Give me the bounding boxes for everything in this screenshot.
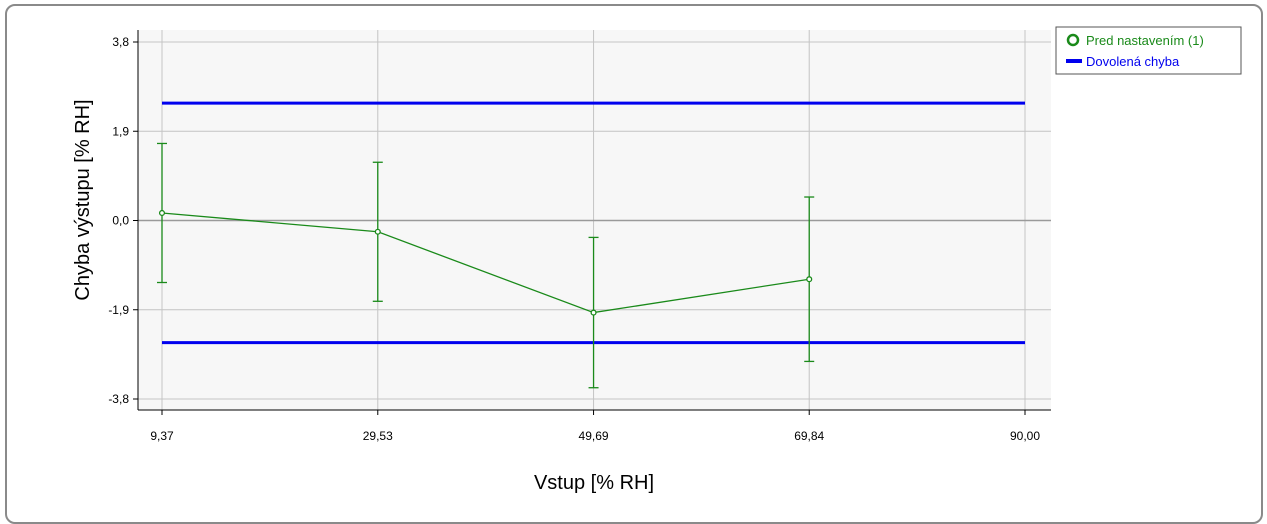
- legend-label-series-2: Dovolená chyba: [1086, 54, 1180, 69]
- data-point: [374, 228, 381, 235]
- x-tick-label: 9,37: [150, 429, 174, 443]
- data-point: [806, 276, 813, 283]
- x-tick-labels: 9,37 29,53 49,69 69,84 90,00: [150, 410, 1040, 443]
- legend-label-series-1: Pred nastavením (1): [1086, 33, 1204, 48]
- chart-svg: 9,37 29,53 49,69 69,84 90,00 3,8 1,9 0,0 -1,9 -3…: [72, 26, 1242, 494]
- legend: Pred nastavením (1) Dovolená chyba: [1055, 26, 1242, 75]
- data-point: [158, 209, 166, 217]
- x-axis-title: Vstup [% RH]: [534, 472, 654, 494]
- series-layer: [157, 142, 815, 389]
- legend-marker-circle-icon: [1066, 33, 1080, 47]
- y-tick-label: -1,9: [108, 303, 129, 317]
- y-axis-title: Chyba výstupu [% RH]: [72, 99, 94, 300]
- legend-box: [1055, 26, 1242, 75]
- x-tick-label: 90,00: [1010, 429, 1040, 443]
- y-tick-label: 3,8: [112, 35, 129, 49]
- y-tick-label: -3,8: [108, 392, 129, 406]
- y-tick-label: 1,9: [112, 124, 129, 138]
- x-tick-label: 49,69: [579, 429, 609, 443]
- y-tick-label: 0,0: [112, 214, 129, 228]
- x-tick-label: 29,53: [363, 429, 393, 443]
- y-tick-labels: 3,8 1,9 0,0 -1,9 -3,8: [108, 35, 138, 406]
- legend-marker-line-icon: [1066, 59, 1082, 63]
- series-line: [161, 212, 810, 314]
- x-tick-label: 69,84: [794, 429, 824, 443]
- data-point: [590, 309, 597, 316]
